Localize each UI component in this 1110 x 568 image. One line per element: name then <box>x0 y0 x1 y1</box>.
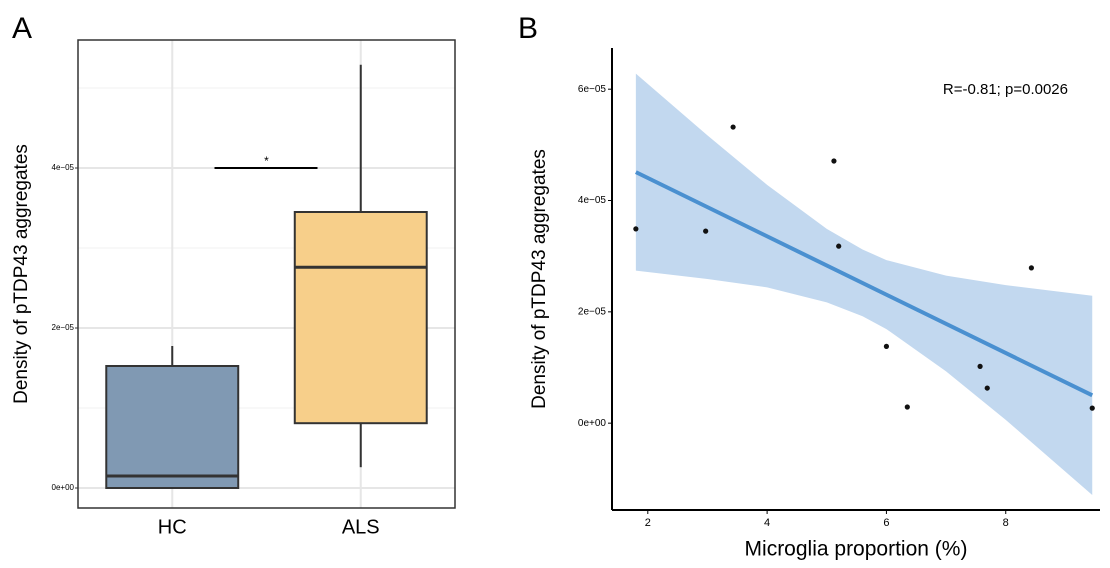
point <box>1028 265 1034 271</box>
y-tick-label: 2e−05 <box>578 306 607 317</box>
significance-label: * <box>264 154 269 168</box>
x-tick-label: 8 <box>1003 517 1009 529</box>
y-axis-title: Density of pTDP43 aggregates <box>529 149 550 409</box>
y-axis-title: Density of pTDP43 aggregates <box>11 144 32 404</box>
point <box>904 404 910 410</box>
y-tick-label: 0e+00 <box>578 418 607 429</box>
box <box>293 211 428 425</box>
panel-border <box>77 39 456 509</box>
x-tick-label: HC <box>158 516 187 538</box>
panel-letter: A <box>12 12 32 45</box>
annotation: R=-0.81; p=0.0026 <box>943 81 1068 98</box>
y-tick-label: 4e−05 <box>52 163 75 172</box>
panel-letter: B <box>518 12 538 45</box>
x-tick-label: 2 <box>645 517 651 529</box>
y-tick-label: 0e+00 <box>52 483 75 492</box>
box <box>105 365 240 489</box>
point <box>977 363 983 369</box>
x-tick-label: 6 <box>883 517 889 529</box>
y-tick-label: 2e−05 <box>52 323 75 332</box>
point <box>730 124 736 130</box>
point <box>883 343 890 349</box>
x-tick-label: 4 <box>764 517 770 529</box>
point <box>1089 405 1095 411</box>
point <box>984 385 990 391</box>
fit-line <box>634 170 1094 398</box>
x-axis-title: Microglia proportion (%) <box>745 538 968 561</box>
y-tick-label: 4e−05 <box>578 195 607 206</box>
point <box>703 228 709 234</box>
x-tick-label: ALS <box>342 516 380 538</box>
point <box>633 226 639 232</box>
point <box>836 243 842 249</box>
y-tick-label: 6e−05 <box>578 84 607 95</box>
point <box>831 158 837 164</box>
